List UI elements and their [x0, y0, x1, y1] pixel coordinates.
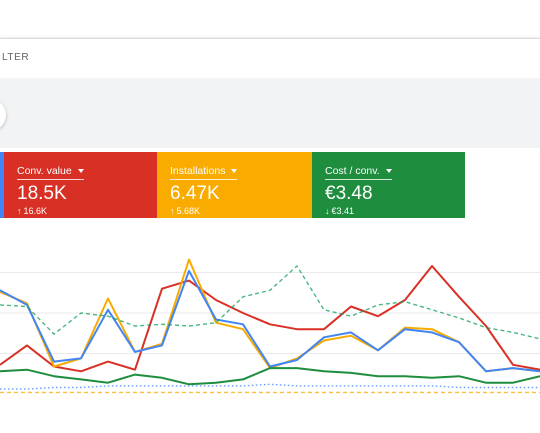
metric-label-text: Installations	[170, 165, 226, 177]
filter-label: LTER	[2, 52, 30, 63]
chart-series-line-5	[0, 383, 540, 390]
metric-label-text: Conv. value	[17, 165, 72, 177]
metric-card-cost-per-conv[interactable]: Cost / conv. €3.48 ↓ €3.41	[312, 152, 465, 218]
metric-label-dropdown[interactable]: Conv. value	[17, 165, 84, 180]
metric-label-text: Cost / conv.	[325, 165, 380, 177]
metric-label-dropdown[interactable]: Cost / conv.	[325, 165, 392, 180]
caret-down-icon	[231, 169, 238, 173]
metric-card-blue[interactable]	[0, 152, 4, 218]
chart-series-line-0	[0, 265, 540, 373]
metric-value: 6.47K	[170, 183, 220, 204]
arrow-up-icon: ↑	[170, 205, 175, 216]
chart-series-line-3	[0, 367, 540, 386]
performance-line-chart	[0, 258, 540, 394]
arrow-down-icon: ↓	[325, 205, 330, 216]
metric-delta-value: 5.68K	[176, 206, 201, 216]
filter-bar[interactable]	[0, 78, 540, 148]
metric-value: €3.48	[325, 183, 373, 204]
arrow-up-icon: ↑	[17, 205, 22, 216]
metric-delta-value: €3.41	[331, 206, 355, 216]
caret-down-icon	[385, 169, 392, 173]
metric-card-installations[interactable]: Installations 6.47K ↑ 5.68K	[157, 152, 312, 218]
chart-series-line-4	[0, 265, 540, 340]
chart-series-line-1	[0, 258, 540, 373]
metric-delta: ↑ 16.6K	[17, 206, 47, 216]
metric-card-conv-value[interactable]: Conv. value 18.5K ↑ 16.6K	[4, 152, 157, 218]
caret-down-icon	[77, 169, 84, 173]
metric-delta-value: 16.6K	[23, 206, 48, 216]
metric-delta: ↓ €3.41	[325, 206, 354, 216]
metric-delta: ↑ 5.68K	[170, 206, 200, 216]
chart-series-line-2	[0, 269, 540, 373]
filter-chip[interactable]	[0, 99, 6, 131]
metric-label-dropdown[interactable]: Installations	[170, 165, 238, 180]
metric-value: 18.5K	[17, 183, 67, 204]
